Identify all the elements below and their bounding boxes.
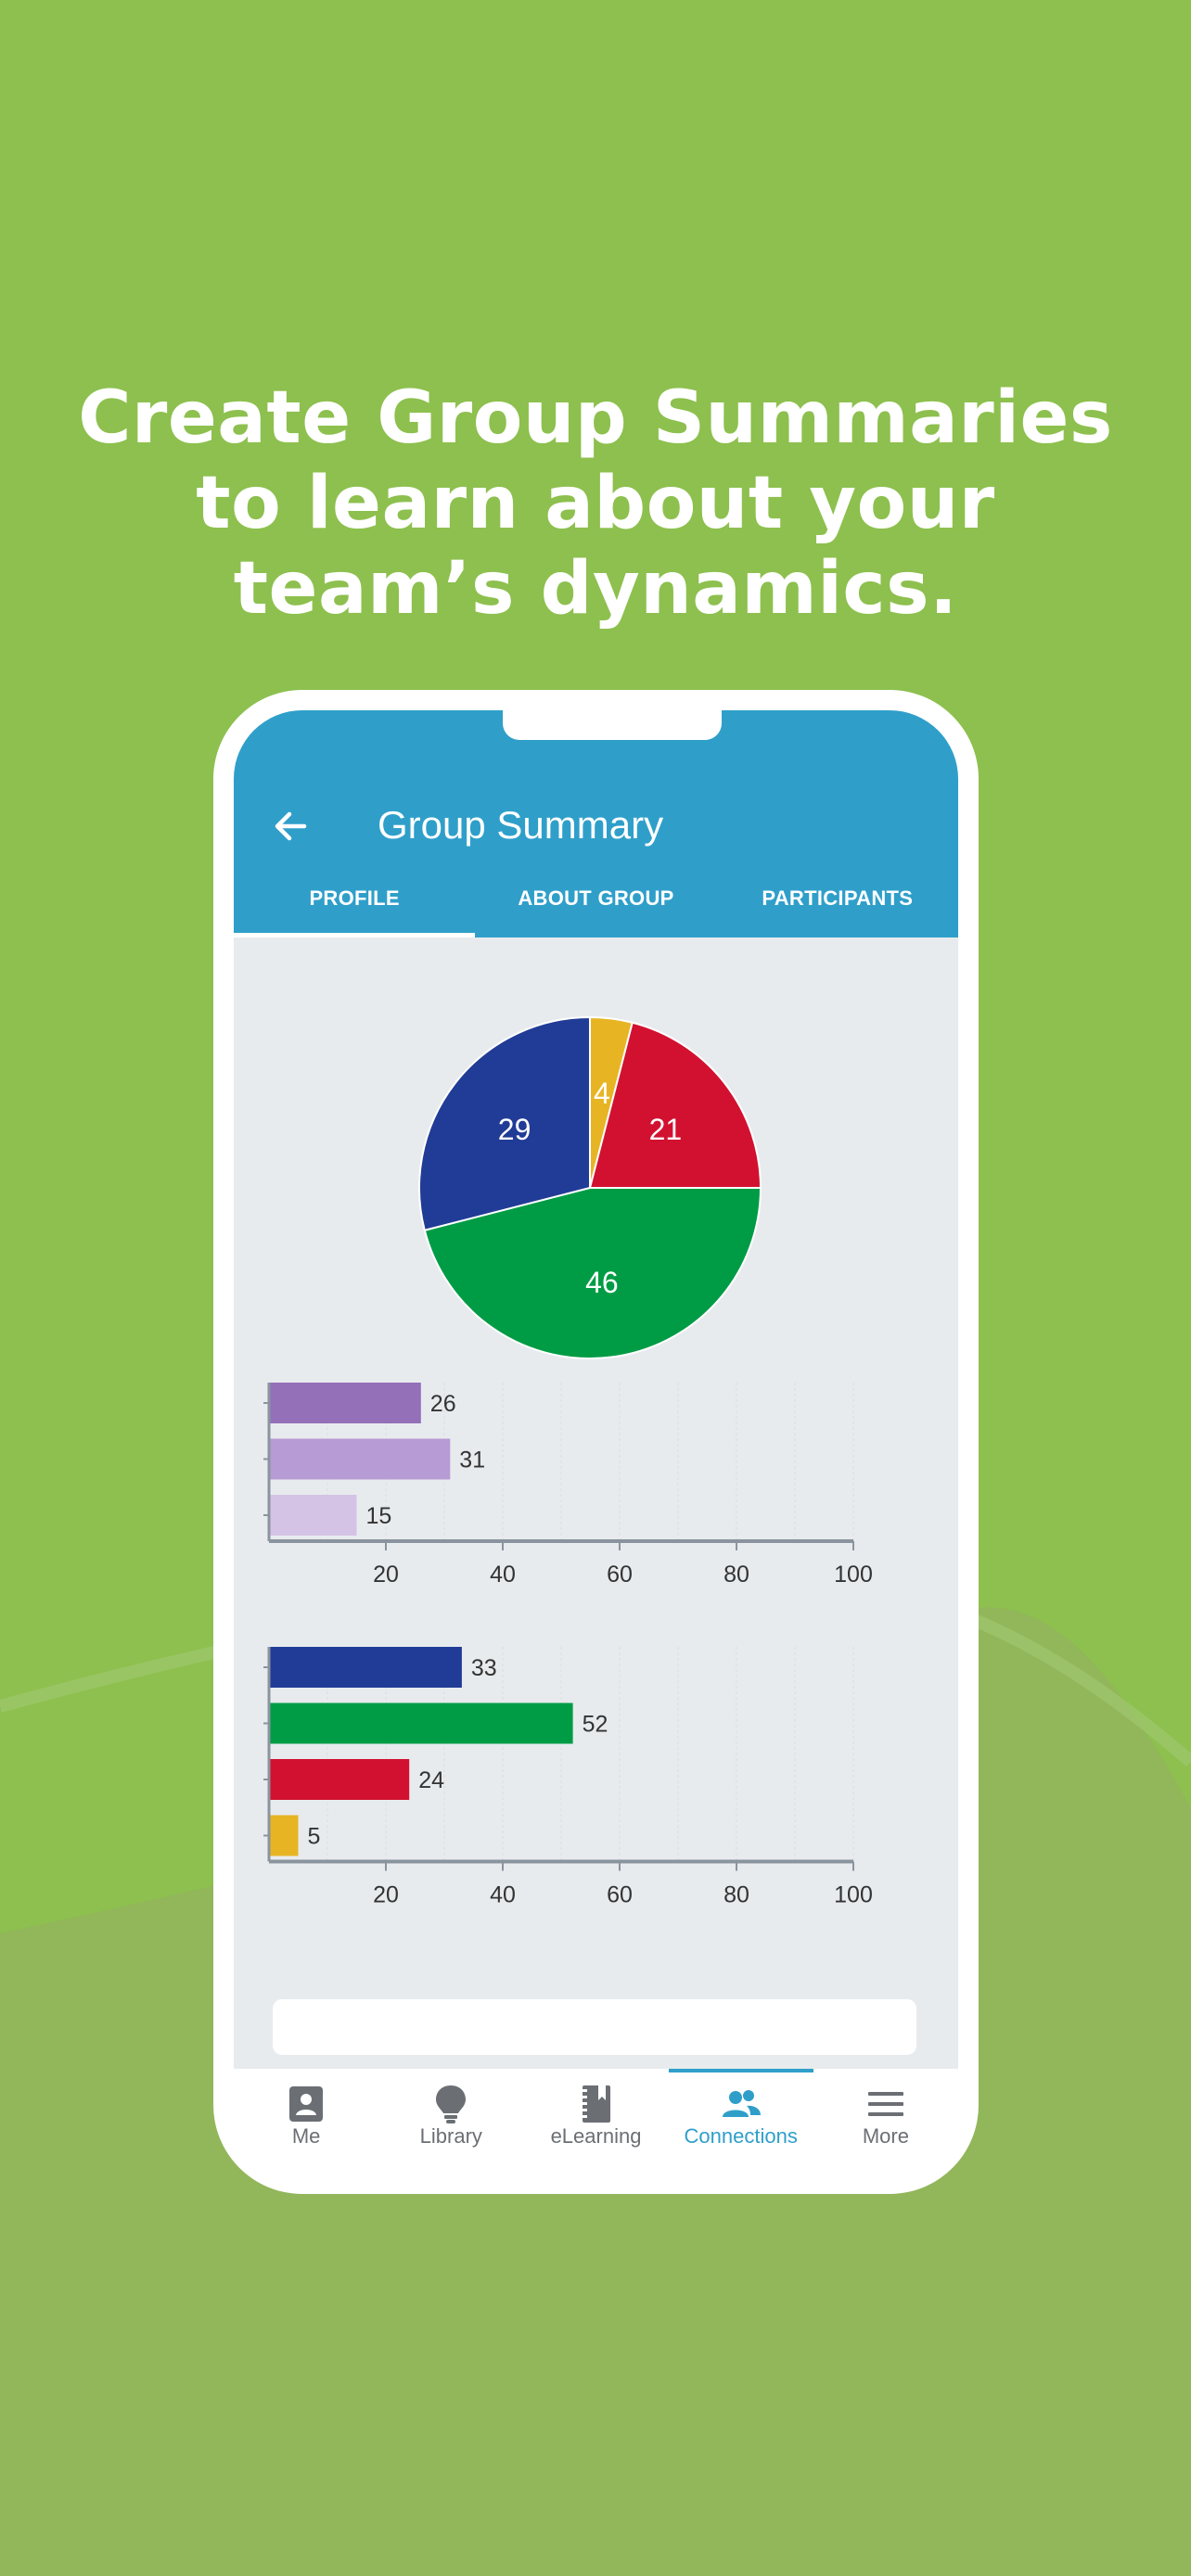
nav-me[interactable]: Me xyxy=(234,2069,378,2157)
chart1-bar-label-0: 26 xyxy=(430,1391,456,1417)
headline-line-1: Create Group Summaries xyxy=(78,376,1113,460)
nav-elearning-label: eLearning xyxy=(550,2124,642,2148)
nav-connections-label: Connections xyxy=(684,2124,798,2148)
phone-notch xyxy=(503,710,722,740)
contact-card-icon xyxy=(289,2086,324,2122)
headline-line-2: to learn about your xyxy=(196,462,995,545)
pie-slice-1 xyxy=(588,1021,762,1189)
profile-bar-chart-2: 33 52 24 5 20 40 60 80 100 xyxy=(263,1647,873,1908)
chart2-bar-label-3: 5 xyxy=(308,1824,321,1850)
pie-label-1: 21 xyxy=(649,1113,683,1146)
chart2-bar-1 xyxy=(269,1702,573,1744)
chart1-x-tick-label-3: 80 xyxy=(724,1562,749,1588)
chart1-bar-0 xyxy=(269,1383,421,1423)
nav-me-label: Me xyxy=(291,2124,321,2148)
tab-bar: PROFILE ABOUT GROUP PARTICIPANTS xyxy=(234,859,958,937)
pie-label-2: 46 xyxy=(585,1266,619,1299)
chart1-bar-1 xyxy=(269,1438,451,1480)
tab-profile[interactable]: PROFILE xyxy=(234,859,476,937)
profile-pie-chart: 4 21 46 29 xyxy=(418,1015,762,1359)
chart2-x-tick-label-2: 60 xyxy=(607,1882,633,1908)
chart1-x-tick-label-1: 40 xyxy=(490,1562,516,1588)
chart2-x-tick-label-1: 40 xyxy=(490,1882,516,1908)
chart2-x-tick-label-4: 100 xyxy=(834,1882,873,1908)
lightbulb-icon xyxy=(436,2085,467,2123)
arrow-left-icon xyxy=(275,811,307,841)
chart1-bar-label-1: 31 xyxy=(459,1447,485,1473)
chart1-x-tick-label-4: 100 xyxy=(834,1562,873,1588)
chart2-bar-label-1: 52 xyxy=(583,1712,608,1738)
chart1-x-tick-label-2: 60 xyxy=(607,1562,633,1588)
pie-label-3: 29 xyxy=(498,1113,531,1146)
nav-connections[interactable]: Connections xyxy=(668,2069,814,2157)
chart2-x-tick-label-0: 20 xyxy=(373,1882,399,1908)
nav-library-label: Library xyxy=(419,2124,482,2148)
chart2-bar-3 xyxy=(269,1815,299,1856)
pie-label-0: 4 xyxy=(594,1077,610,1110)
back-button[interactable] xyxy=(263,798,319,854)
app-bar: Group Summary PROFILE ABOUT GROUP PARTIC… xyxy=(234,710,958,937)
chart1-bar-label-2: 15 xyxy=(366,1503,392,1529)
nav-library[interactable]: Library xyxy=(378,2069,523,2157)
nav-elearning[interactable]: eLearning xyxy=(523,2069,668,2157)
phone-frame: Group Summary PROFILE ABOUT GROUP PARTIC… xyxy=(213,690,979,2194)
hamburger-menu-icon xyxy=(867,2092,903,2116)
profile-bar-chart-1: 26 31 15 20 40 60 80 100 xyxy=(263,1383,873,1588)
people-icon xyxy=(722,2090,761,2117)
chart2-x-tick-label-3: 80 xyxy=(724,1882,749,1908)
headline-line-3: team’s dynamics. xyxy=(233,547,958,631)
phone-screen: Group Summary PROFILE ABOUT GROUP PARTIC… xyxy=(234,710,958,2157)
tab-participants[interactable]: PARTICIPANTS xyxy=(762,886,914,910)
chart2-bar-2 xyxy=(269,1759,410,1800)
pie-slice-2 xyxy=(423,1187,762,1359)
summary-card xyxy=(273,1999,916,2055)
nav-more-label: More xyxy=(862,2124,909,2148)
chart1-bar-2 xyxy=(269,1495,357,1536)
tab-about-group[interactable]: ABOUT GROUP xyxy=(518,886,674,910)
bottom-navigation: Me Library xyxy=(234,2069,958,2157)
page-title: Group Summary xyxy=(378,803,664,847)
nav-more[interactable]: More xyxy=(813,2069,958,2157)
chart2-bar-0 xyxy=(269,1647,462,1688)
chart2-bar-label-0: 33 xyxy=(471,1655,497,1681)
chart2-bar-label-2: 24 xyxy=(418,1767,444,1793)
headline: Create Group Summaries to learn about yo… xyxy=(0,376,1191,631)
chart1-x-tick-label-0: 20 xyxy=(373,1562,399,1588)
notebook-icon xyxy=(579,2085,610,2123)
pie-slice-3 xyxy=(418,1015,591,1231)
